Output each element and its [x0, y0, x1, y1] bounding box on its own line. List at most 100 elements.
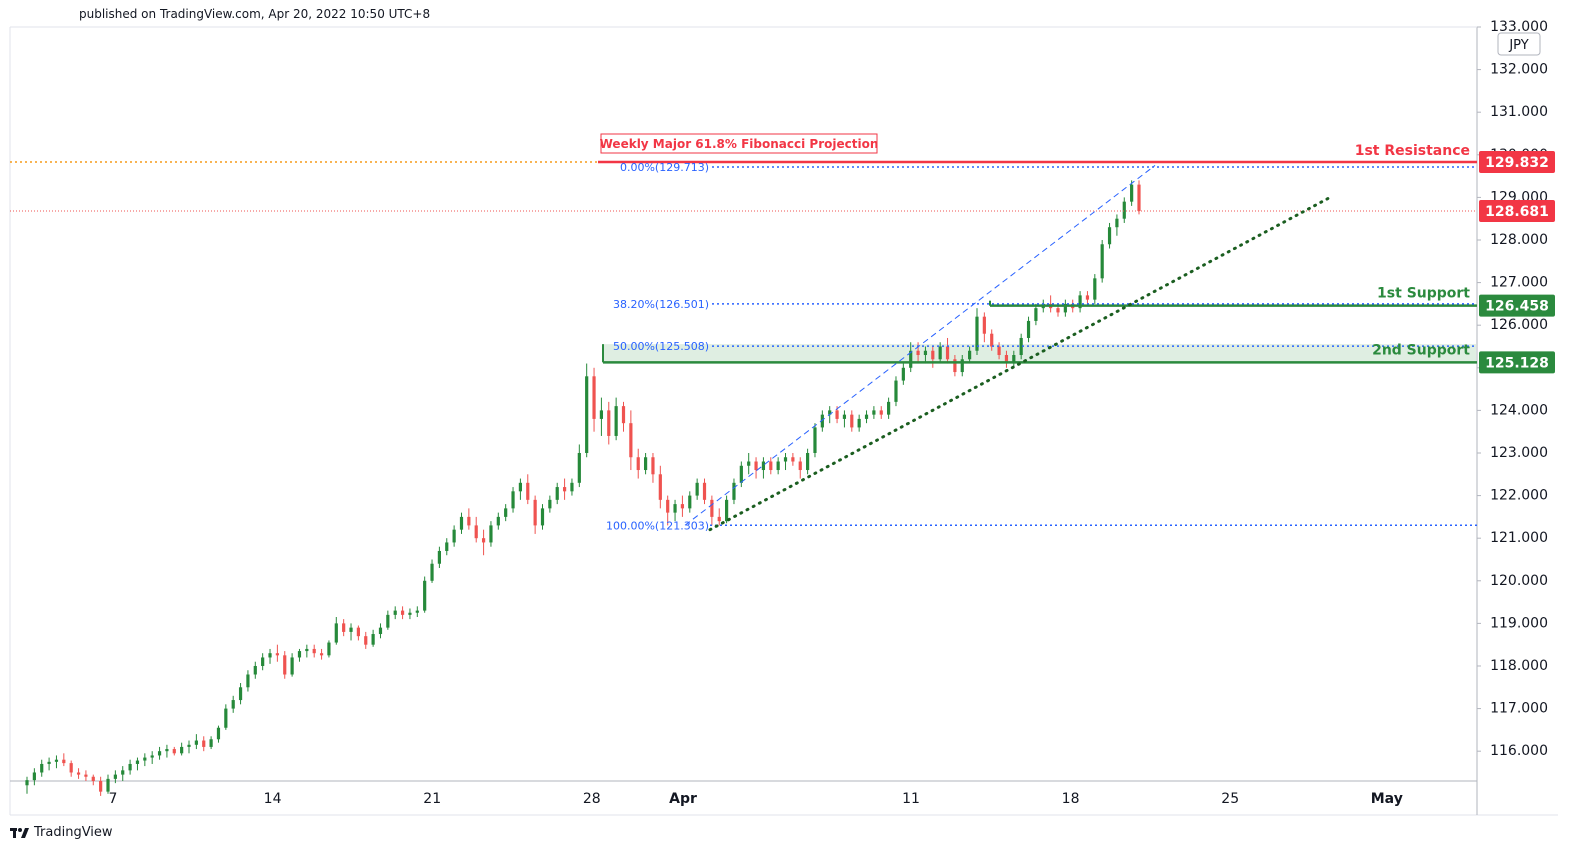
- candle-body: [143, 757, 147, 761]
- support-2-price-tag: 125.128: [1485, 355, 1549, 371]
- candle-body: [710, 499, 714, 517]
- candles: [25, 180, 1141, 796]
- candle-body: [216, 727, 221, 740]
- candle-body: [702, 482, 707, 500]
- candle-body: [695, 482, 699, 496]
- candle-body: [47, 761, 51, 764]
- y-tick-label: 117.000: [1490, 701, 1548, 717]
- candle-body: [651, 457, 655, 475]
- candle-body: [349, 627, 353, 632]
- candle-body: [305, 648, 309, 652]
- candle-body: [157, 751, 162, 756]
- published-caption: published on TradingView.com, Apr 20, 20…: [79, 7, 431, 21]
- candle-body: [415, 610, 419, 613]
- candle-body: [842, 414, 847, 419]
- candle-body: [673, 504, 677, 513]
- candle-body: [150, 755, 154, 758]
- candle-body: [864, 414, 869, 419]
- candle-body: [982, 316, 986, 334]
- candle-body: [187, 744, 191, 747]
- candle-body: [437, 550, 441, 564]
- candle-body: [761, 461, 766, 471]
- candle-body: [813, 427, 817, 453]
- candle-body: [386, 614, 390, 628]
- candle-body: [945, 346, 950, 360]
- candle-body: [452, 529, 456, 543]
- candle-body: [562, 487, 567, 492]
- candle-body: [1026, 320, 1031, 338]
- candle-body: [40, 763, 44, 773]
- candle-body: [857, 418, 861, 428]
- candle-body: [585, 376, 589, 453]
- fib-level-label: 38.20%(126.501): [613, 298, 709, 311]
- candle-body: [172, 749, 176, 754]
- candle-body: [84, 774, 88, 777]
- candle-body: [968, 350, 972, 360]
- candle-body: [238, 687, 243, 701]
- candle-body: [901, 367, 905, 381]
- y-tick-label: 124.000: [1490, 402, 1548, 418]
- x-tick-label: 14: [264, 791, 282, 807]
- candle-body: [1085, 295, 1090, 300]
- candle-body: [342, 623, 346, 632]
- candle-body: [526, 482, 530, 500]
- candle-body: [916, 350, 920, 356]
- candle-body: [828, 410, 832, 415]
- candle-body: [489, 525, 493, 543]
- candle-body: [879, 410, 883, 415]
- support-zone: [603, 344, 1476, 363]
- y-tick-label: 121.000: [1490, 530, 1548, 546]
- candle-body: [533, 499, 537, 526]
- candle-body: [121, 770, 125, 775]
- candle-body: [629, 423, 633, 458]
- x-tick-label: 28: [583, 791, 601, 807]
- candle-body: [607, 410, 611, 436]
- candle-body: [599, 410, 604, 419]
- candle-body: [290, 657, 294, 675]
- candle-body: [312, 648, 316, 654]
- candle-body: [275, 653, 279, 656]
- candle-body: [1078, 295, 1082, 309]
- candle-body: [459, 516, 464, 530]
- candle-body: [725, 499, 729, 522]
- channel-line: [684, 165, 1156, 526]
- candle-body: [378, 627, 383, 635]
- x-tick-label: 7: [109, 791, 118, 807]
- candle-body: [62, 759, 66, 764]
- candle-body: [739, 465, 743, 483]
- candle-body: [636, 457, 640, 471]
- footer-brand: TradingView: [34, 825, 113, 840]
- candle-body: [334, 623, 338, 643]
- candle-body: [408, 612, 412, 615]
- support-1-price-tag-bg: [1479, 294, 1555, 317]
- fib-level-label: 0.00%(129.713): [620, 161, 709, 174]
- annotation-text: Weekly Major 61.8% Fibonacci Projection: [600, 137, 879, 151]
- candle-body: [511, 491, 515, 509]
- y-tick-label: 119.000: [1490, 615, 1548, 631]
- candle-body: [496, 516, 500, 526]
- candle-body: [1034, 308, 1038, 321]
- candle-body: [909, 350, 913, 368]
- candle-body: [621, 406, 626, 424]
- y-tick-label: 116.000: [1490, 743, 1548, 759]
- candle-body: [732, 482, 736, 500]
- candle-body: [850, 414, 854, 428]
- candle-body: [953, 359, 957, 373]
- candle-body: [364, 636, 368, 645]
- candle-body: [445, 542, 449, 551]
- candle-body: [540, 508, 545, 526]
- candle-body: [960, 359, 964, 373]
- candle-body: [680, 504, 685, 509]
- candle-body: [393, 610, 397, 615]
- candle-body: [754, 461, 758, 471]
- candle-body: [268, 653, 272, 658]
- y-tick-label: 133.000: [1490, 19, 1548, 35]
- candle-body: [518, 482, 523, 492]
- candle-body: [791, 457, 795, 462]
- candle-body: [666, 499, 670, 513]
- candle-body: [548, 499, 552, 509]
- y-tick-label: 122.000: [1490, 488, 1548, 504]
- candle-body: [938, 346, 942, 360]
- candle-body: [246, 674, 250, 688]
